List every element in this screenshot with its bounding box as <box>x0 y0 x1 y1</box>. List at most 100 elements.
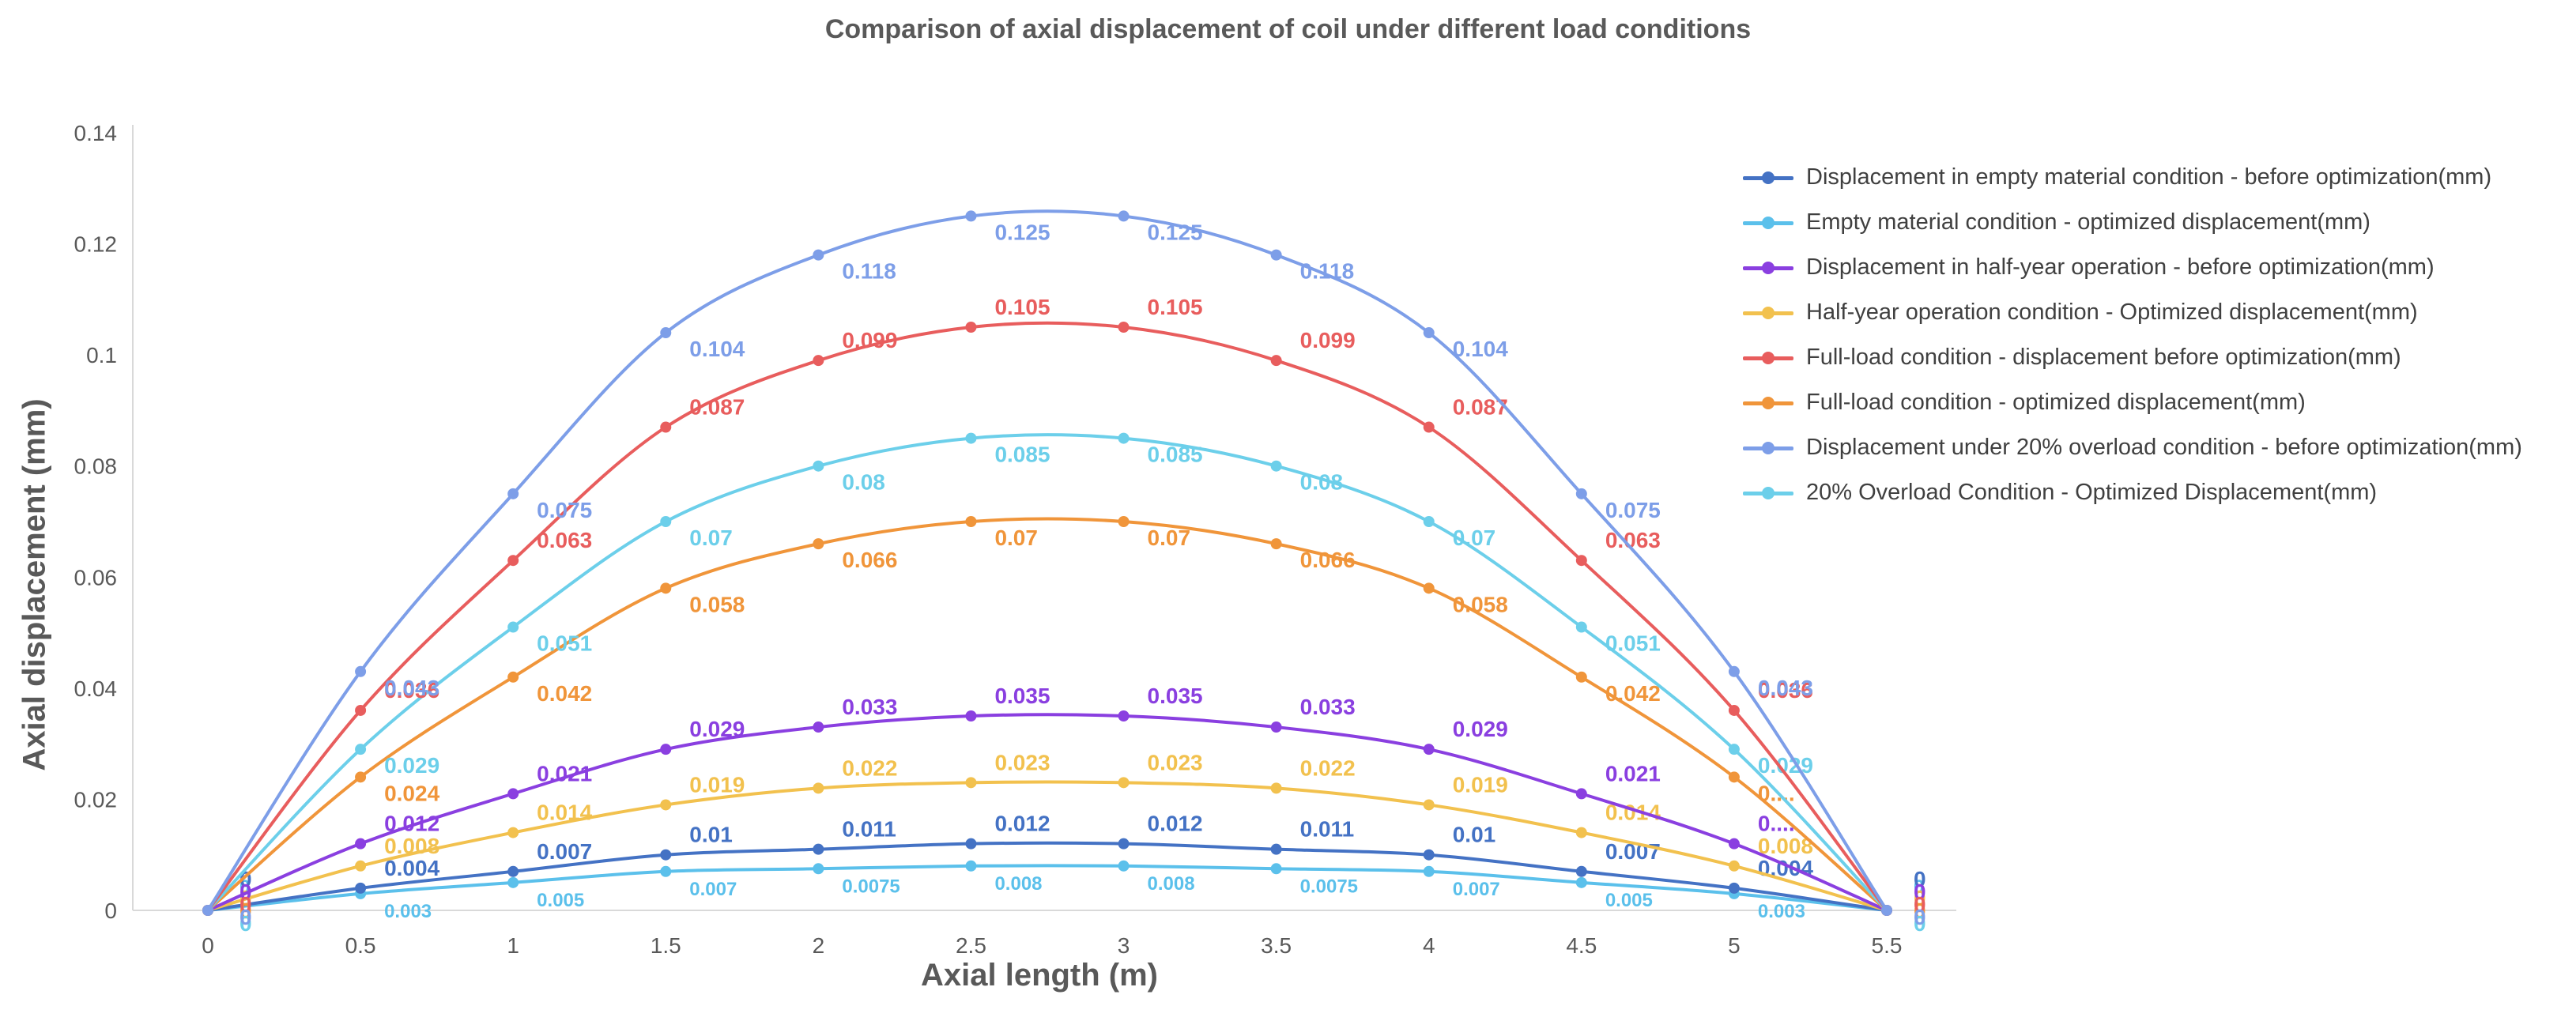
data-label: 0.058 <box>1453 592 1508 616</box>
data-label: 0.014 <box>537 801 592 825</box>
x-tick-label: 0 <box>202 933 214 958</box>
data-point <box>813 782 824 794</box>
data-label: 0.01 <box>1453 823 1496 847</box>
data-point <box>660 865 672 877</box>
data-label: 0.051 <box>537 631 592 656</box>
legend-swatch <box>1743 440 1793 456</box>
data-point <box>355 860 367 872</box>
data-point <box>1423 421 1435 433</box>
data-label: 0.099 <box>842 328 897 352</box>
data-label: 0 <box>1914 867 1926 891</box>
data-label: 0.01 <box>689 823 733 847</box>
data-label: 0.004 <box>384 856 439 880</box>
data-point <box>1728 882 1740 894</box>
data-point <box>965 210 977 222</box>
data-point <box>355 704 367 716</box>
data-point <box>1728 744 1740 755</box>
data-point <box>1118 210 1130 222</box>
data-label: 0.021 <box>1605 761 1661 786</box>
legend-label: Full-load condition - displacement befor… <box>1806 345 2401 370</box>
data-label: 0.029 <box>689 717 745 741</box>
data-point <box>1575 876 1587 888</box>
x-tick-label: 1.5 <box>651 933 681 958</box>
data-point <box>1728 838 1740 850</box>
data-label: 0 <box>239 911 252 936</box>
data-label: 0 <box>1914 892 1926 917</box>
data-point <box>507 621 519 633</box>
legend: Displacement in empty material condition… <box>1743 155 2522 515</box>
x-tick-label: 5 <box>1728 933 1741 958</box>
y-tick-label: 0.08 <box>74 454 118 479</box>
data-point <box>1118 838 1130 850</box>
data-point <box>355 771 367 783</box>
data-label: 0.08 <box>1300 470 1344 495</box>
data-label: 0.087 <box>1453 395 1508 420</box>
legend-swatch <box>1743 170 1793 186</box>
data-point <box>202 905 213 916</box>
data-point <box>507 827 519 838</box>
data-point <box>1423 799 1435 811</box>
legend-swatch <box>1743 350 1793 366</box>
data-point <box>813 355 824 367</box>
data-label: 0.022 <box>842 755 897 780</box>
data-label: 0.007 <box>537 839 592 864</box>
data-point <box>660 799 672 811</box>
data-point <box>1575 671 1587 683</box>
data-point <box>1270 863 1282 875</box>
series-line <box>206 433 1888 912</box>
data-label: 0.085 <box>994 443 1050 467</box>
legend-swatch <box>1743 485 1793 501</box>
data-point <box>660 421 672 433</box>
legend-swatch <box>1743 215 1793 231</box>
data-label: 0.051 <box>1605 631 1661 656</box>
data-label: 0 <box>1914 876 1924 898</box>
data-point <box>1270 249 1282 261</box>
legend-item: Full-load condition - optimized displace… <box>1743 380 2522 425</box>
x-tick-label: 2 <box>813 933 825 958</box>
data-label: 0.066 <box>1300 548 1356 572</box>
data-label: 0.022 <box>1300 755 1356 780</box>
data-point <box>355 882 367 894</box>
series-3: 0 0.008 0.014 0.019 0.022 0.023 0.023 0.022 0.01… <box>202 750 1926 916</box>
data-point <box>965 838 977 850</box>
series-line <box>206 209 1888 912</box>
data-label: 0.024 <box>384 781 439 805</box>
legend-label: Full-load condition - optimized displace… <box>1806 390 2306 415</box>
series-line <box>207 780 1888 912</box>
data-label: 0.07 <box>1453 526 1496 550</box>
data-point <box>507 555 519 567</box>
x-tick-label: 3 <box>1118 933 1130 958</box>
data-label: 0.105 <box>994 295 1050 319</box>
data-point <box>1118 860 1130 872</box>
x-tick-label: 3.5 <box>1261 933 1292 958</box>
series-7: 0 0.029 0.051 0.07 0.08 0.085 0.085 0.08 0.07 0.0… <box>202 432 1926 936</box>
data-label: 0 <box>239 899 252 923</box>
data-label: 0.07 <box>1148 526 1191 550</box>
data-point <box>1118 777 1130 789</box>
data-point <box>813 863 824 875</box>
data-point <box>1423 516 1435 527</box>
data-point <box>1575 621 1587 633</box>
data-label: 0.019 <box>1453 772 1508 797</box>
data-label: 0.0075 <box>1300 876 1358 897</box>
data-label: 0.075 <box>537 498 592 522</box>
data-point <box>1118 432 1130 444</box>
data-label: 0.012 <box>384 812 439 836</box>
legend-label: 20% Overload Condition - Optimized Displ… <box>1806 480 2378 505</box>
legend-item: Displacement in half-year operation - be… <box>1743 245 2522 290</box>
data-point <box>1270 843 1282 855</box>
data-point <box>965 710 977 721</box>
series-line <box>206 321 1888 912</box>
data-label: 0.008 <box>1148 873 1195 895</box>
data-label: 0.043 <box>1758 676 1813 700</box>
data-label: 0.118 <box>842 259 896 284</box>
legend-label: Half-year operation condition - Optimize… <box>1806 300 2418 325</box>
data-point <box>1118 516 1130 527</box>
x-tick-label: 4.5 <box>1566 933 1597 958</box>
legend-label: Empty material condition - optimized dis… <box>1806 209 2370 235</box>
data-point <box>507 876 519 888</box>
data-label: 0.033 <box>1300 695 1356 719</box>
data-point <box>355 838 367 850</box>
data-label: 0.005 <box>537 890 584 911</box>
legend-label: Displacement in half-year operation - be… <box>1806 254 2435 280</box>
